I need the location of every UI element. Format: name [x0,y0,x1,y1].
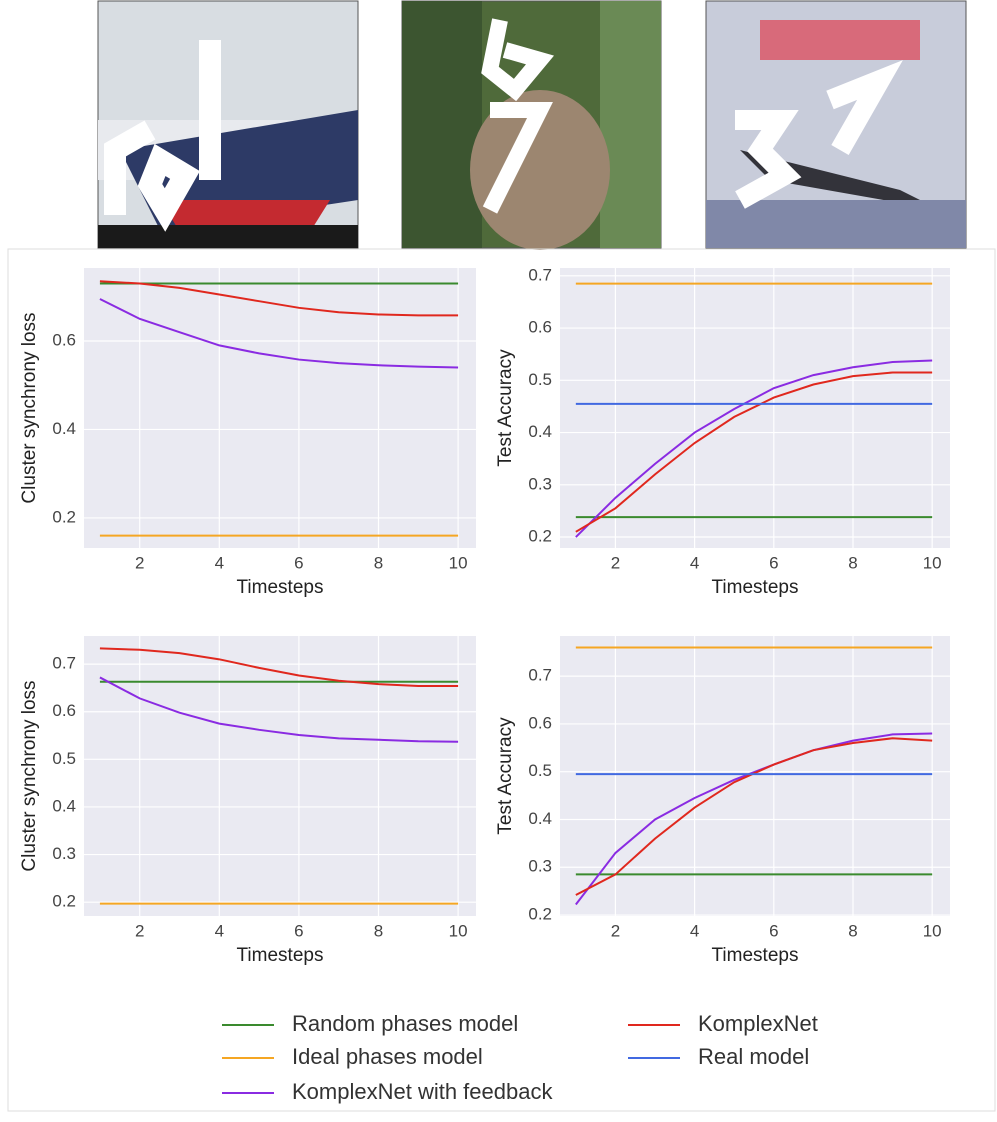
x-axis-label: Timesteps [712,945,799,966]
y-tick-label: 0.6 [52,701,76,720]
x-tick-label: 2 [611,921,620,940]
y-tick-label: 0.4 [52,796,76,815]
y-tick-label: 0.7 [528,666,552,685]
legend-item: Real model [628,1044,809,1069]
x-tick-label: 8 [848,921,857,940]
legend-item: KomplexNet [628,1011,818,1036]
series-line [575,359,933,538]
x-tick-label: 4 [215,553,224,572]
charts: 0.2 0.4 0.6 2 4 6 8 10 Timesteps Cluster synchron… [19,265,950,966]
y-axis-label: Cluster synchrony loss [19,312,40,503]
x-tick-label: 4 [690,553,699,572]
series-line [99,676,459,743]
x-tick-label: 4 [690,921,699,940]
series-line [575,732,933,906]
y-tick-label: 0.7 [528,265,552,284]
legend-item: Random phases model [222,1011,518,1036]
legend-label: Random phases model [292,1011,518,1036]
image-ship [97,0,359,249]
y-tick-label: 0.3 [528,857,552,876]
x-tick-label: 6 [769,553,778,572]
x-tick-label: 10 [923,921,942,940]
y-tick-label: 0.4 [52,419,76,438]
y-axis-label: Cluster synchrony loss [19,680,40,871]
legend-item: KomplexNet with feedback [222,1079,553,1104]
x-tick-label: 10 [449,921,468,940]
plot-area [84,636,476,916]
series-line [99,280,459,317]
y-tick-label: 0.6 [52,330,76,349]
plot-area [560,636,950,916]
y-tick-label: 0.5 [528,761,552,780]
legend-label: KomplexNet [698,1011,818,1036]
series-line [99,647,459,687]
legend-label: Real model [698,1044,809,1069]
x-tick-label: 8 [374,921,383,940]
x-tick-label: 6 [294,553,303,572]
y-tick-label: 0.6 [528,713,552,732]
figure-frame [7,248,996,1112]
x-tick-label: 4 [215,921,224,940]
plot-area [84,268,476,548]
legend-label: KomplexNet with feedback [292,1079,553,1104]
x-tick-label: 2 [611,553,620,572]
x-tick-label: 8 [374,553,383,572]
x-tick-label: 10 [449,553,468,572]
y-tick-label: 0.2 [528,527,552,546]
y-tick-label: 0.5 [528,370,552,389]
x-tick-label: 8 [848,553,857,572]
legend-item: Ideal phases model [222,1044,483,1069]
sample-images [97,0,967,250]
x-axis-label: Timesteps [237,577,324,598]
x-tick-label: 6 [769,921,778,940]
y-tick-label: 0.4 [528,809,552,828]
y-tick-label: 0.2 [52,892,76,911]
y-tick-label: 0.2 [528,905,552,924]
y-tick-label: 0.3 [528,474,552,493]
series-line [99,298,459,369]
x-tick-label: 2 [135,921,144,940]
chart: 0.2 0.3 0.4 0.5 0.6 0.7 2 4 6 8 10 Timesteps Cluster… [19,636,476,966]
x-tick-label: 2 [135,553,144,572]
x-tick-label: 10 [923,553,942,572]
y-tick-label: 0.4 [528,422,552,441]
x-tick-label: 6 [294,921,303,940]
y-axis-label: Test Accuracy [495,349,516,467]
y-tick-label: 0.3 [52,844,76,863]
chart: 0.2 0.3 0.4 0.5 0.6 0.7 2 4 6 8 10 Timesteps Test Ac… [495,636,950,966]
image-animal [401,0,662,250]
chart: 0.2 0.3 0.4 0.5 0.6 0.7 2 4 6 8 10 Timesteps Test Ac… [495,265,950,598]
y-axis-label: Test Accuracy [495,717,516,835]
x-axis-label: Timesteps [712,577,799,598]
image-bird [705,0,967,249]
y-tick-label: 0.6 [528,318,552,337]
y-tick-label: 0.7 [52,654,76,673]
series-line [575,371,933,533]
chart: 0.2 0.4 0.6 2 4 6 8 10 Timesteps Cluster synchron… [19,268,476,598]
legend-label: Ideal phases model [292,1044,483,1069]
legend: Random phases model Ideal phases model Kom… [222,1011,818,1104]
y-tick-label: 0.2 [52,507,76,526]
x-axis-label: Timesteps [237,945,324,966]
y-tick-label: 0.5 [52,749,76,768]
